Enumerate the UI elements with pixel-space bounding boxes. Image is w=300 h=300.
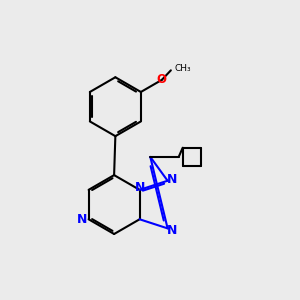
Text: O: O <box>157 74 167 86</box>
Text: N: N <box>167 224 177 237</box>
Text: N: N <box>167 172 177 185</box>
Text: CH₃: CH₃ <box>174 64 191 73</box>
Text: N: N <box>77 213 88 226</box>
Text: N: N <box>134 181 145 194</box>
